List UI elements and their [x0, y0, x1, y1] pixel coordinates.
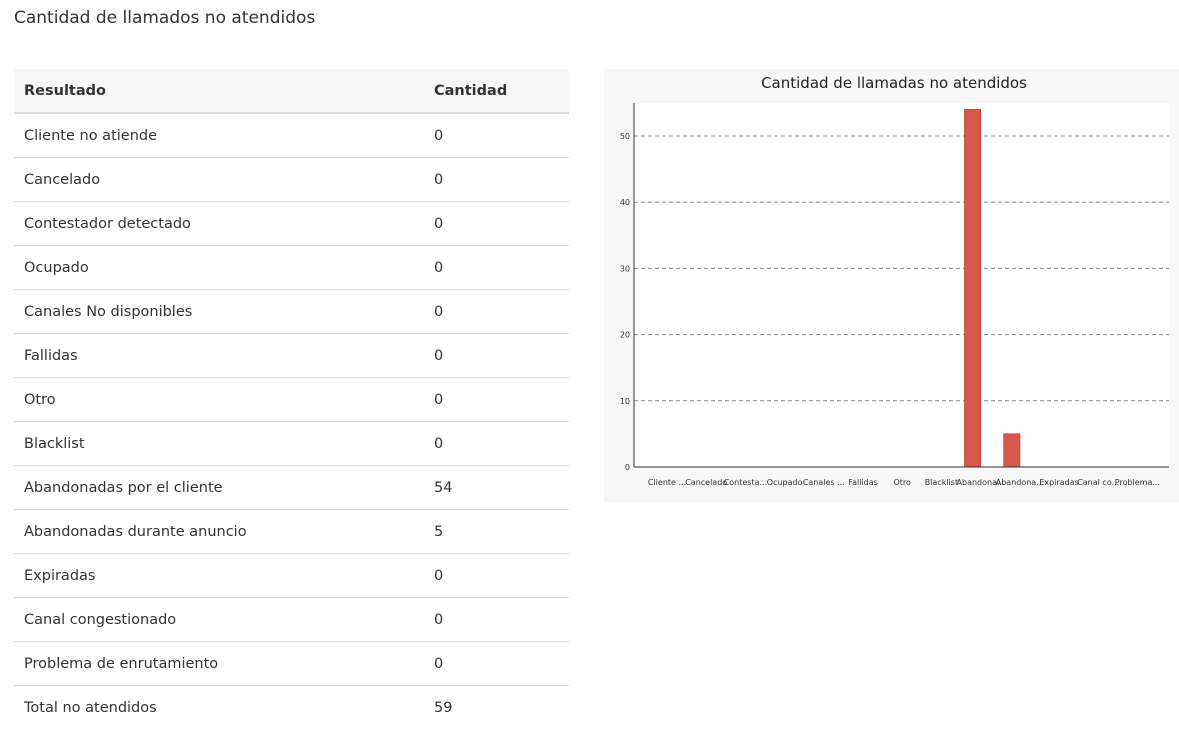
x-tick-label: Fallidas [848, 478, 878, 487]
x-tick-label: Cliente ... [648, 478, 686, 487]
cell-cantidad: 0 [424, 553, 569, 598]
table-row: Abandonadas por el cliente 54 [14, 465, 569, 510]
cell-cantidad: 0 [424, 201, 569, 246]
y-tick-label: 40 [620, 198, 630, 207]
table-row: Ocupado 0 [14, 245, 569, 290]
cell-resultado: Otro [14, 377, 424, 422]
y-tick-label: 0 [625, 463, 630, 472]
x-tick-label: Contesta... [724, 478, 767, 487]
cell-cantidad: 54 [424, 465, 569, 510]
table-row: Problema de enrutamiento 0 [14, 641, 569, 686]
cell-cantidad: 0 [424, 289, 569, 334]
page-title: Cantidad de llamados no atendidos [14, 8, 316, 28]
cell-resultado: Fallidas [14, 333, 424, 378]
table-header-row: Resultado Cantidad [14, 69, 569, 114]
cell-resultado: Canales No disponibles [14, 289, 424, 334]
table-row: Cliente no atiende 0 [14, 113, 569, 158]
cell-resultado: Expiradas [14, 553, 424, 598]
x-tick-label: Ocupado [767, 478, 803, 487]
cell-resultado: Ocupado [14, 245, 424, 290]
cell-resultado: Contestador detectado [14, 201, 424, 246]
cell-cantidad: 0 [424, 333, 569, 378]
cell-resultado: Total no atendidos [24, 699, 157, 716]
cell-resultado: Blacklist [14, 421, 424, 466]
table-row: Expiradas 0 [14, 553, 569, 598]
cell-cantidad: 0 [424, 157, 569, 202]
cell-resultado: Cancelado [14, 157, 424, 202]
y-tick-label: 50 [620, 132, 630, 141]
header-resultado: Resultado [14, 69, 424, 114]
cell-cantidad: 0 [424, 113, 569, 158]
cell-cantidad: 0 [424, 245, 569, 290]
results-table: Resultado Cantidad Cliente no atiende 0 Ca… [14, 69, 569, 729]
cell-cantidad: 59 [434, 699, 453, 716]
table-row: Cancelado 0 [14, 157, 569, 202]
cell-resultado: Problema de enrutamiento [14, 641, 424, 686]
cell-resultado: Abandonadas durante anuncio [14, 509, 424, 554]
x-tick-label: Canal co... [1077, 478, 1119, 487]
cell-resultado: Cliente no atiende [14, 113, 424, 158]
x-tick-label: Otro [893, 478, 911, 487]
chart-title: Cantidad de llamadas no atendidos [761, 74, 1027, 92]
y-tick-label: 10 [620, 397, 630, 406]
x-tick-label: Abandona... [957, 478, 1005, 487]
x-tick-label: Expiradas [1039, 478, 1078, 487]
cell-resultado: Canal congestionado [14, 597, 424, 642]
table-row: Total no atendidos 59 [14, 686, 569, 730]
table-row: Canal congestionado 0 [14, 597, 569, 642]
y-tick-label: 20 [620, 331, 630, 340]
x-tick-label: Blacklist [925, 478, 958, 487]
table-row: Contestador detectado 0 [14, 201, 569, 246]
chart-svg: Cantidad de llamadas no atendidos 0 10 20 3… [620, 74, 1169, 487]
cell-resultado: Abandonadas por el cliente [14, 465, 424, 510]
plot-area [634, 103, 1169, 467]
table-row: Canales No disponibles 0 [14, 289, 569, 334]
table-row: Abandonadas durante anuncio 5 [14, 509, 569, 554]
cell-cantidad: 0 [424, 597, 569, 642]
bar [1003, 433, 1021, 468]
x-tick-label: Problema... [1115, 478, 1160, 487]
cell-cantidad: 0 [424, 377, 569, 422]
bar-chart: Cantidad de llamadas no atendidos 0 10 20 3… [604, 69, 1179, 502]
y-tick-label: 30 [620, 264, 630, 273]
bar [964, 109, 982, 468]
header-cantidad: Cantidad [424, 69, 569, 114]
x-tick-label: Abandona... [996, 478, 1044, 487]
table-row: Fallidas 0 [14, 333, 569, 378]
x-tick-label: Cancelado [685, 478, 727, 487]
cell-cantidad: 0 [424, 421, 569, 466]
table-row: Otro 0 [14, 377, 569, 422]
table-row: Blacklist 0 [14, 421, 569, 466]
cell-cantidad: 0 [424, 641, 569, 686]
x-tick-label: Canales ... [803, 478, 845, 487]
cell-cantidad: 5 [424, 509, 569, 554]
